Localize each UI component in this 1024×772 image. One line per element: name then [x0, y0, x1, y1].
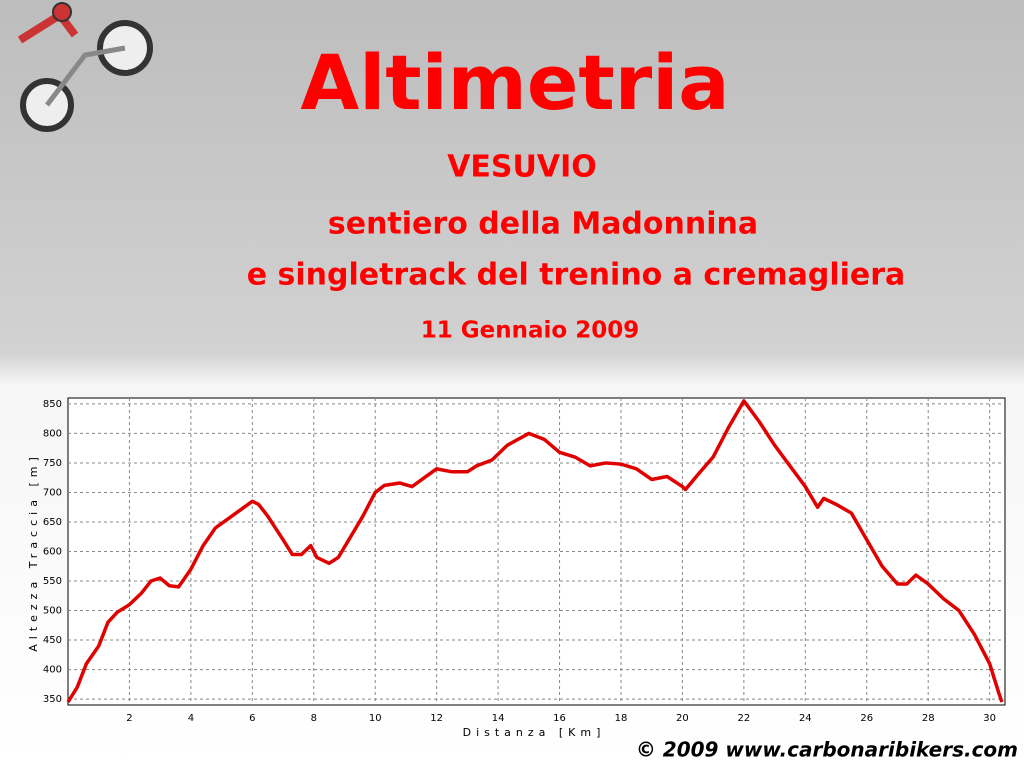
x-tick-label: 4: [188, 713, 194, 724]
x-tick-label: 26: [860, 713, 873, 724]
y-tick-label: 550: [43, 576, 62, 587]
x-tick-label: 8: [311, 713, 317, 724]
y-tick-label: 700: [43, 487, 62, 498]
y-tick-label: 400: [43, 665, 62, 676]
y-tick-label: 350: [43, 694, 62, 705]
biker-logo: [17, 2, 153, 132]
copyright: © 2009 www.carbonaribikers.com: [636, 738, 1018, 762]
y-axis-label: Altezza Traccia [m]: [27, 452, 40, 652]
y-tick-label: 450: [43, 635, 62, 646]
x-tick-label: 6: [249, 713, 255, 724]
y-tick-label: 600: [43, 547, 62, 558]
x-tick-label: 30: [983, 713, 996, 724]
y-tick-label: 800: [43, 428, 62, 439]
x-tick-label: 20: [676, 713, 689, 724]
y-tick-label: 650: [43, 517, 62, 528]
x-tick-label: 14: [492, 713, 505, 724]
x-axis-label: Distanza [Km]: [463, 726, 606, 739]
x-tick-label: 24: [799, 713, 812, 724]
y-tick-label: 500: [43, 606, 62, 617]
subtitle: VESUVIO: [447, 150, 597, 185]
x-tick-label: 18: [615, 713, 628, 724]
subtitle: e singletrack del trenino a cremagliera: [247, 258, 906, 293]
date: 11 Gennaio 2009: [421, 318, 639, 344]
x-tick-label: 16: [553, 713, 566, 724]
x-tick-label: 12: [430, 713, 443, 724]
elevation-line: [66, 399, 1004, 703]
x-tick-label: 28: [922, 713, 935, 724]
x-tick-label: 22: [738, 713, 751, 724]
subtitle: sentiero della Madonnina: [328, 207, 758, 242]
x-tick-label: 10: [369, 713, 382, 724]
title: Altimetria: [300, 38, 729, 127]
y-tick-label: 850: [43, 399, 62, 410]
y-tick-label: 750: [43, 458, 62, 469]
x-tick-label: 2: [126, 713, 132, 724]
